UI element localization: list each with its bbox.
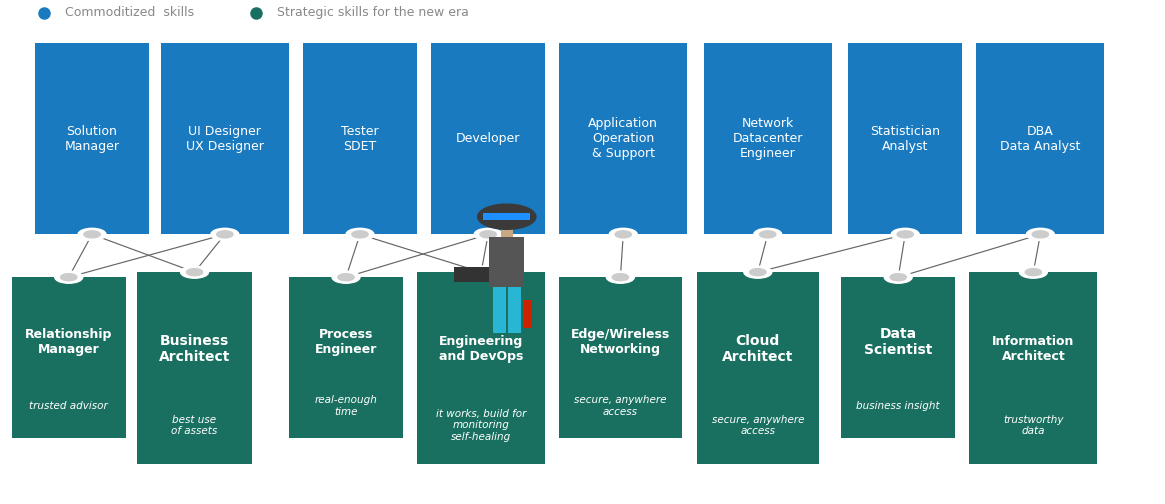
FancyBboxPatch shape [841, 277, 955, 438]
Circle shape [186, 269, 203, 276]
Text: DBA
Data Analyst: DBA Data Analyst [1001, 124, 1080, 153]
Circle shape [613, 274, 628, 281]
FancyBboxPatch shape [559, 43, 687, 234]
Text: secure, anywhere
access: secure, anywhere access [712, 415, 804, 436]
Circle shape [338, 274, 354, 281]
FancyBboxPatch shape [524, 300, 532, 328]
Circle shape [211, 228, 239, 240]
Text: Solution
Manager: Solution Manager [64, 124, 120, 153]
FancyBboxPatch shape [704, 43, 832, 234]
Text: Relationship
Manager: Relationship Manager [26, 328, 112, 356]
Text: Application
Operation
& Support: Application Operation & Support [588, 117, 658, 160]
Circle shape [84, 231, 100, 238]
Circle shape [884, 271, 912, 283]
Circle shape [346, 228, 374, 240]
FancyBboxPatch shape [976, 43, 1104, 234]
Circle shape [890, 274, 906, 281]
FancyBboxPatch shape [303, 43, 417, 234]
Circle shape [352, 231, 368, 238]
Circle shape [1019, 266, 1047, 278]
Circle shape [891, 228, 919, 240]
FancyBboxPatch shape [12, 277, 126, 438]
FancyBboxPatch shape [697, 272, 819, 464]
Circle shape [1026, 228, 1054, 240]
Text: Network
Datacenter
Engineer: Network Datacenter Engineer [733, 117, 803, 160]
FancyBboxPatch shape [848, 43, 962, 234]
FancyBboxPatch shape [559, 277, 682, 438]
Text: Engineering
and DevOps: Engineering and DevOps [439, 335, 523, 363]
FancyBboxPatch shape [454, 267, 489, 282]
FancyBboxPatch shape [417, 272, 545, 464]
Text: trusted advisor: trusted advisor [29, 401, 108, 411]
Circle shape [332, 271, 360, 283]
Text: Tester
SDET: Tester SDET [341, 124, 379, 153]
FancyBboxPatch shape [431, 43, 545, 234]
Circle shape [467, 266, 495, 278]
FancyBboxPatch shape [493, 287, 506, 333]
Text: Cloud
Architect: Cloud Architect [722, 334, 793, 364]
Text: Information
Architect: Information Architect [993, 335, 1074, 363]
Circle shape [743, 266, 771, 278]
FancyBboxPatch shape [508, 287, 521, 333]
Text: UI Designer
UX Designer: UI Designer UX Designer [186, 124, 263, 153]
Circle shape [474, 228, 502, 240]
Circle shape [61, 274, 77, 281]
Text: it works, build for
monitoring
self-healing: it works, build for monitoring self-heal… [436, 409, 527, 442]
FancyBboxPatch shape [483, 214, 530, 220]
Circle shape [78, 228, 106, 240]
Circle shape [217, 231, 233, 238]
FancyBboxPatch shape [489, 237, 524, 287]
Circle shape [478, 204, 536, 229]
Circle shape [760, 231, 776, 238]
Circle shape [897, 231, 913, 238]
Circle shape [1032, 231, 1048, 238]
FancyBboxPatch shape [289, 277, 403, 438]
Text: real-enough
time: real-enough time [315, 396, 377, 417]
Text: Developer: Developer [456, 132, 521, 145]
Circle shape [480, 231, 496, 238]
FancyBboxPatch shape [501, 229, 513, 237]
Text: Strategic skills for the new era: Strategic skills for the new era [277, 6, 469, 19]
Text: business insight: business insight [856, 401, 940, 411]
FancyBboxPatch shape [161, 43, 289, 234]
Circle shape [750, 269, 767, 276]
Text: Edge/Wireless
Networking: Edge/Wireless Networking [571, 328, 670, 356]
Text: Process
Engineer: Process Engineer [315, 328, 377, 356]
Circle shape [615, 231, 631, 238]
FancyBboxPatch shape [969, 272, 1097, 464]
Text: Statistician
Analyst: Statistician Analyst [870, 124, 940, 153]
Text: Business
Architect: Business Architect [158, 334, 231, 364]
Circle shape [181, 266, 209, 278]
FancyBboxPatch shape [35, 43, 149, 234]
Circle shape [1025, 269, 1042, 276]
Text: secure, anywhere
access: secure, anywhere access [574, 396, 666, 417]
Text: trustworthy
data: trustworthy data [1003, 415, 1064, 436]
Circle shape [606, 271, 634, 283]
Circle shape [609, 228, 637, 240]
Text: Commoditized  skills: Commoditized skills [65, 6, 195, 19]
Text: Data
Scientist: Data Scientist [864, 327, 932, 357]
Circle shape [473, 269, 489, 276]
FancyBboxPatch shape [137, 272, 252, 464]
Circle shape [754, 228, 782, 240]
Circle shape [55, 271, 83, 283]
Text: best use
of assets: best use of assets [171, 415, 218, 436]
